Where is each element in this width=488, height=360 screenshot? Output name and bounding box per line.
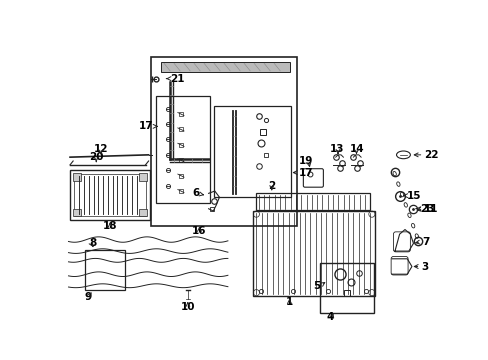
Bar (73, 173, 81, 181)
Text: 3: 3 (420, 261, 427, 271)
Text: 5: 5 (312, 281, 320, 291)
Bar (253, 211, 374, 296)
Bar (256, 193, 369, 210)
Bar (73, 209, 81, 216)
Text: 15: 15 (407, 191, 421, 201)
Text: 12: 12 (93, 144, 108, 154)
Text: 1: 1 (285, 297, 292, 307)
Bar (70, 170, 150, 220)
Text: 13: 13 (329, 144, 344, 154)
Text: 11: 11 (424, 204, 438, 214)
Text: 7: 7 (421, 237, 428, 247)
Bar (139, 173, 147, 181)
Text: 23: 23 (419, 204, 433, 214)
Text: 17: 17 (138, 121, 153, 131)
Text: 19: 19 (298, 156, 312, 166)
Bar (320, 263, 373, 313)
Bar (74, 174, 146, 216)
Text: 18: 18 (102, 221, 117, 231)
Text: 20: 20 (89, 152, 103, 162)
Text: 16: 16 (192, 226, 206, 236)
Text: 6: 6 (192, 188, 199, 198)
Bar (151, 57, 297, 226)
Text: 8: 8 (89, 238, 96, 248)
Text: 22: 22 (424, 150, 438, 160)
Text: 2: 2 (267, 181, 275, 191)
Text: 21: 21 (170, 73, 184, 84)
Text: 10: 10 (180, 302, 195, 311)
Text: 4: 4 (326, 311, 333, 321)
Bar (214, 106, 290, 197)
Bar (156, 95, 210, 203)
Text: 14: 14 (349, 144, 364, 154)
Text: 17: 17 (298, 167, 313, 177)
Text: 9: 9 (84, 292, 91, 302)
Bar (161, 62, 290, 72)
Bar (85, 249, 125, 289)
Bar (139, 209, 147, 216)
